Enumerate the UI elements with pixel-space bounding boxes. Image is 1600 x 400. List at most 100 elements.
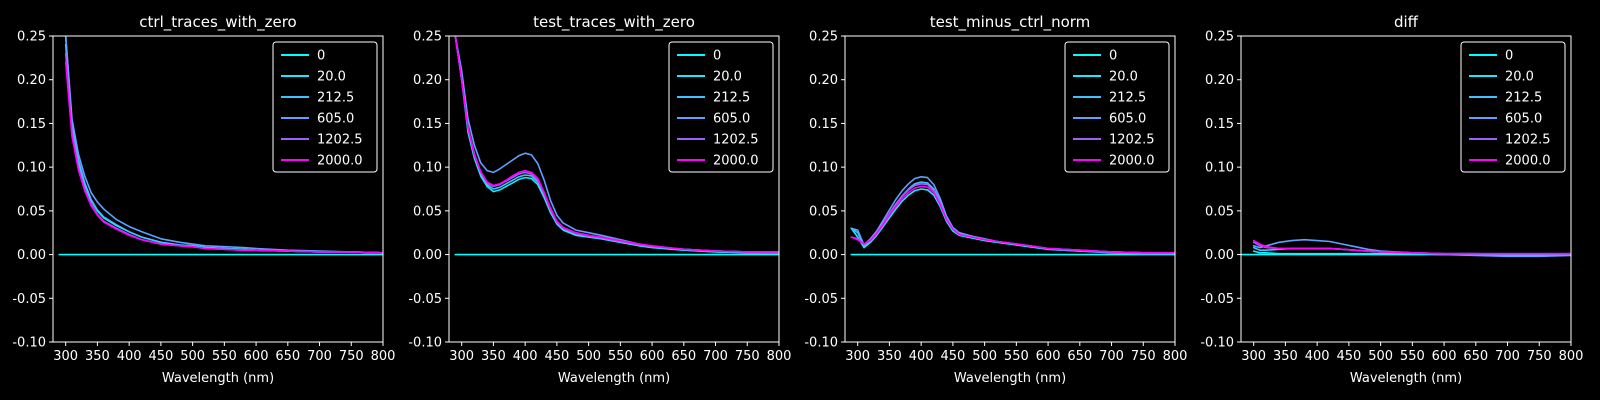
x-tick-label: 750 <box>1131 349 1156 364</box>
series-line-2000.0 <box>64 61 383 254</box>
x-tick-label: 800 <box>767 349 792 364</box>
x-tick-label: 600 <box>640 349 665 364</box>
legend-label: 20.0 <box>713 70 742 85</box>
legend-label: 1202.5 <box>317 133 363 148</box>
x-tick-label: 750 <box>339 349 364 364</box>
x-tick-label: 700 <box>1099 349 1124 364</box>
x-tick-label: 350 <box>85 349 110 364</box>
legend-label: 605.0 <box>713 112 750 127</box>
x-tick-label: 500 <box>972 349 997 364</box>
x-tick-label: 650 <box>275 349 300 364</box>
x-tick-label: 350 <box>1273 349 1298 364</box>
x-axis-label: Wavelength (nm) <box>558 371 670 386</box>
y-tick-label: -0.10 <box>12 336 46 351</box>
legend-label: 212.5 <box>317 91 354 106</box>
x-tick-label: 550 <box>1400 349 1425 364</box>
y-tick-label: 0.00 <box>1205 248 1234 263</box>
legend-label: 2000.0 <box>1505 154 1551 169</box>
x-tick-label: 750 <box>735 349 760 364</box>
series-line-2000.0 <box>454 36 779 253</box>
legend-label: 1202.5 <box>1505 133 1551 148</box>
x-tick-label: 800 <box>1559 349 1584 364</box>
x-tick-label: 400 <box>117 349 142 364</box>
x-tick-label: 550 <box>212 349 237 364</box>
chart-panel-4: 300 350 400 450 500 550 600 650 700 750 800 -0.10 -0… <box>1200 13 1583 386</box>
x-tick-label: 800 <box>371 349 396 364</box>
y-tick-label: 0.15 <box>413 117 442 132</box>
x-tick-label: 400 <box>1305 349 1330 364</box>
legend-label: 0 <box>1505 49 1513 64</box>
x-tick-label: 500 <box>1368 349 1393 364</box>
x-tick-label: 600 <box>244 349 269 364</box>
x-axis-label: Wavelength (nm) <box>162 371 274 386</box>
legend-label: 20.0 <box>317 70 346 85</box>
y-tick-label: 0.25 <box>1205 30 1234 45</box>
x-tick-label: 450 <box>544 349 569 364</box>
legend-label: 20.0 <box>1505 70 1534 85</box>
x-tick-label: 450 <box>1336 349 1361 364</box>
y-tick-label: -0.10 <box>1200 336 1234 351</box>
y-tick-label: -0.10 <box>804 336 838 351</box>
x-tick-label: 550 <box>608 349 633 364</box>
x-tick-label: 550 <box>1004 349 1029 364</box>
y-tick-label: 0.10 <box>1205 161 1234 176</box>
plot-frame <box>844 35 1176 343</box>
x-tick-label: 600 <box>1432 349 1457 364</box>
y-tick-label: 0.10 <box>17 161 46 176</box>
y-tick-label: 0.20 <box>1205 73 1234 88</box>
plot-frame <box>1240 35 1572 343</box>
x-tick-label: 350 <box>481 349 506 364</box>
legend-label: 0 <box>317 49 325 64</box>
x-tick-label: 300 <box>1241 349 1266 364</box>
x-axis-label: Wavelength (nm) <box>1350 371 1462 386</box>
x-tick-label: 400 <box>909 349 934 364</box>
x-tick-label: 700 <box>1495 349 1520 364</box>
y-tick-label: 0.05 <box>1205 204 1234 219</box>
legend-label: 212.5 <box>1505 91 1542 106</box>
y-tick-label: -0.05 <box>408 292 442 307</box>
y-tick-label: 0.25 <box>413 30 442 45</box>
x-tick-label: 800 <box>1163 349 1188 364</box>
x-tick-label: 300 <box>53 349 78 364</box>
y-tick-label: 0.25 <box>809 30 838 45</box>
plot-frame <box>448 35 780 343</box>
legend: 0 20.0 212.5 605.0 1202.5 2000.0 <box>1064 41 1170 173</box>
x-tick-label: 450 <box>148 349 173 364</box>
legend-label: 1202.5 <box>713 133 759 148</box>
y-tick-label: -0.05 <box>804 292 838 307</box>
x-tick-label: 700 <box>307 349 332 364</box>
legend-label: 605.0 <box>1505 112 1542 127</box>
y-tick-label: 0.20 <box>17 73 46 88</box>
legend: 0 20.0 212.5 605.0 1202.5 2000.0 <box>272 41 378 173</box>
y-tick-label: 0.15 <box>1205 117 1234 132</box>
series-line-605.0 <box>64 36 383 254</box>
legend-label: 605.0 <box>1109 112 1146 127</box>
x-tick-label: 650 <box>1463 349 1488 364</box>
y-tick-label: 0.15 <box>809 117 838 132</box>
y-tick-label: 0.20 <box>809 73 838 88</box>
x-tick-label: 450 <box>940 349 965 364</box>
x-tick-label: 750 <box>1527 349 1552 364</box>
x-tick-label: 300 <box>845 349 870 364</box>
x-tick-label: 600 <box>1036 349 1061 364</box>
x-tick-label: 400 <box>513 349 538 364</box>
legend: 0 20.0 212.5 605.0 1202.5 2000.0 <box>1460 41 1566 173</box>
legend-label: 2000.0 <box>1109 154 1155 169</box>
chart-panel-1: 300 350 400 450 500 550 600 650 700 750 800 -0.10 -0… <box>12 13 395 386</box>
y-tick-label: -0.05 <box>1200 292 1234 307</box>
x-tick-label: 700 <box>703 349 728 364</box>
y-tick-label: 0.10 <box>809 161 838 176</box>
x-axis-label: Wavelength (nm) <box>954 371 1066 386</box>
legend-label: 212.5 <box>713 91 750 106</box>
y-tick-label: 0.05 <box>809 204 838 219</box>
legend-label: 0 <box>1109 49 1117 64</box>
legend-label: 20.0 <box>1109 70 1138 85</box>
series-line-2000.0 <box>850 185 1175 254</box>
x-tick-label: 350 <box>877 349 902 364</box>
x-tick-label: 650 <box>671 349 696 364</box>
chart-panel-2: 300 350 400 450 500 550 600 650 700 750 800 -0.10 -0… <box>408 13 791 386</box>
series-line-2000.0 <box>1252 239 1571 255</box>
plot-frame <box>52 35 384 343</box>
